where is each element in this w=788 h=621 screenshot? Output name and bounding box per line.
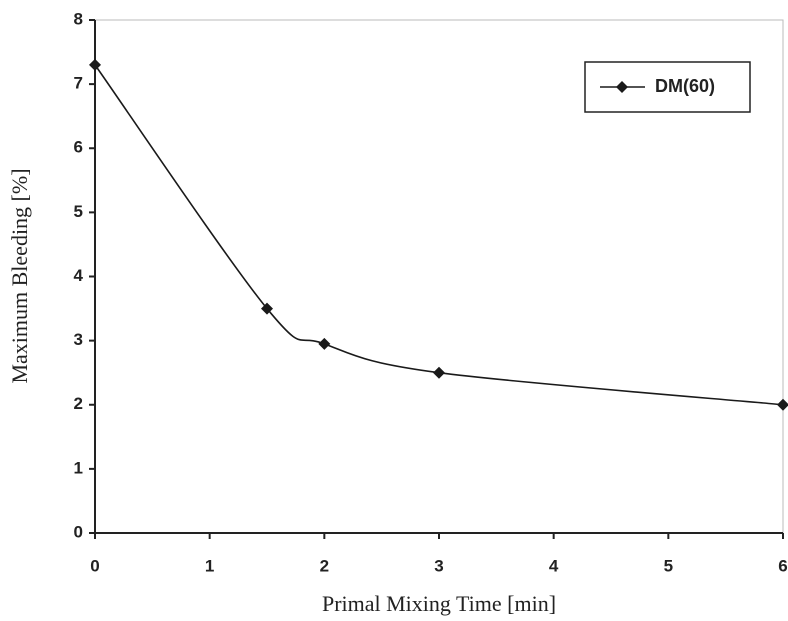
x-tick-label: 4 (549, 556, 559, 575)
point (777, 399, 788, 411)
chart: Primal Mixing Time [min] Maximum Bleedin… (0, 0, 788, 621)
page: {"chart_data": {"type": "line", "xlabel"… (0, 0, 788, 621)
x-axis-title: Primal Mixing Time [min] (322, 591, 556, 616)
y-axis-title: Maximum Bleeding [%] (7, 168, 32, 383)
legend-label: DM(60) (655, 76, 715, 96)
point (89, 59, 101, 71)
y-tick-label: 0 (74, 522, 83, 541)
y-tick-label: 5 (74, 202, 83, 221)
series-line (95, 65, 783, 405)
y-tick-label: 6 (74, 138, 83, 157)
y-tick-label: 4 (74, 266, 84, 285)
x-tick-label: 1 (205, 556, 214, 575)
y-tick-label: 1 (74, 458, 83, 477)
x-tick-label: 5 (664, 556, 673, 575)
x-tick-label: 2 (320, 556, 329, 575)
point (318, 338, 330, 350)
y-tick-label: 3 (74, 330, 83, 349)
x-tick-label: 3 (434, 556, 443, 575)
x-tick-label: 6 (778, 556, 787, 575)
y-tick-label: 8 (74, 9, 83, 28)
y-tick-label: 7 (74, 74, 83, 93)
point (433, 367, 445, 379)
x-tick-label: 0 (90, 556, 99, 575)
y-tick-label: 2 (74, 394, 83, 413)
